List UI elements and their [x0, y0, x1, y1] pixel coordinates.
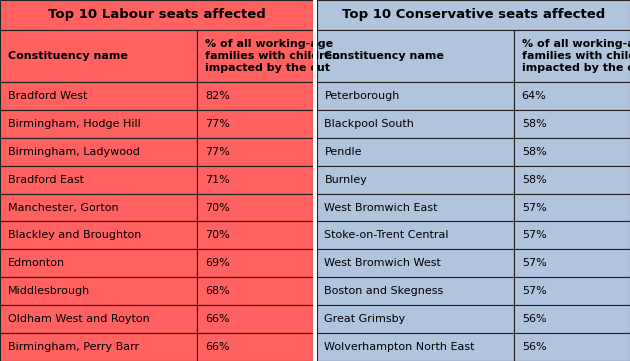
Bar	[514, 30, 630, 82]
Bar	[313, 0, 317, 361]
Text: Blackpool South: Blackpool South	[324, 119, 415, 129]
Text: Edmonton: Edmonton	[8, 258, 65, 268]
Text: Peterborough: Peterborough	[324, 91, 400, 101]
Text: Pendle: Pendle	[324, 147, 362, 157]
Bar	[514, 193, 630, 222]
Text: Top 10 Conservative seats affected: Top 10 Conservative seats affected	[342, 8, 605, 21]
Text: 66%: 66%	[205, 314, 229, 324]
Text: Great Grimsby: Great Grimsby	[324, 314, 406, 324]
Bar	[0, 0, 313, 30]
Bar	[514, 138, 630, 166]
Bar	[197, 277, 313, 305]
Text: Middlesbrough: Middlesbrough	[8, 286, 90, 296]
Text: Top 10 Labour seats affected: Top 10 Labour seats affected	[48, 8, 265, 21]
Bar	[0, 333, 197, 361]
Bar	[0, 138, 197, 166]
Text: 70%: 70%	[205, 230, 229, 240]
Bar	[0, 82, 197, 110]
Text: 82%: 82%	[205, 91, 230, 101]
Bar	[197, 110, 313, 138]
Bar	[317, 222, 514, 249]
Bar	[317, 193, 514, 222]
Text: Stoke-on-Trent Central: Stoke-on-Trent Central	[324, 230, 449, 240]
Bar	[0, 110, 197, 138]
Text: Manchester, Gorton: Manchester, Gorton	[8, 203, 118, 213]
Bar	[197, 193, 313, 222]
Bar	[0, 166, 197, 193]
Bar	[514, 166, 630, 193]
Bar	[317, 305, 514, 333]
Bar	[0, 277, 197, 305]
Bar	[197, 333, 313, 361]
Text: 70%: 70%	[205, 203, 229, 213]
Bar	[197, 249, 313, 277]
Text: 58%: 58%	[522, 147, 546, 157]
Text: 68%: 68%	[205, 286, 229, 296]
Bar	[197, 82, 313, 110]
Bar	[0, 305, 197, 333]
Text: Wolverhampton North East: Wolverhampton North East	[324, 342, 475, 352]
Bar	[197, 305, 313, 333]
Bar	[197, 166, 313, 193]
Text: Oldham West and Royton: Oldham West and Royton	[8, 314, 149, 324]
Bar	[0, 249, 197, 277]
Bar	[317, 166, 514, 193]
Text: 58%: 58%	[522, 119, 546, 129]
Text: Bradford West: Bradford West	[8, 91, 87, 101]
Text: 57%: 57%	[522, 286, 546, 296]
Bar	[0, 30, 197, 82]
Text: 71%: 71%	[205, 175, 229, 184]
Text: 77%: 77%	[205, 147, 230, 157]
Bar	[514, 333, 630, 361]
Text: 77%: 77%	[205, 119, 230, 129]
Bar	[317, 82, 514, 110]
Bar	[514, 305, 630, 333]
Text: West Bromwich East: West Bromwich East	[324, 203, 438, 213]
Bar	[514, 249, 630, 277]
Bar	[514, 277, 630, 305]
Bar	[514, 110, 630, 138]
Bar	[317, 249, 514, 277]
Text: Birmingham, Hodge Hill: Birmingham, Hodge Hill	[8, 119, 140, 129]
Text: % of all working-age
families with children
impacted by the cut: % of all working-age families with child…	[205, 39, 340, 73]
Bar	[197, 30, 313, 82]
Text: 57%: 57%	[522, 203, 546, 213]
Bar	[317, 138, 514, 166]
Bar	[0, 222, 197, 249]
Text: Bradford East: Bradford East	[8, 175, 84, 184]
Text: West Bromwich West: West Bromwich West	[324, 258, 442, 268]
Bar	[317, 277, 514, 305]
Bar	[197, 138, 313, 166]
Text: 56%: 56%	[522, 342, 546, 352]
Text: Burnley: Burnley	[324, 175, 367, 184]
Bar	[317, 0, 630, 30]
Text: Birmingham, Ladywood: Birmingham, Ladywood	[8, 147, 139, 157]
Text: Boston and Skegness: Boston and Skegness	[324, 286, 444, 296]
Bar	[0, 193, 197, 222]
Text: 66%: 66%	[205, 342, 229, 352]
Bar	[317, 110, 514, 138]
Text: Blackley and Broughton: Blackley and Broughton	[8, 230, 141, 240]
Text: 57%: 57%	[522, 230, 546, 240]
Bar	[317, 30, 514, 82]
Text: % of all working-age
families with children
impacted by the cut: % of all working-age families with child…	[522, 39, 630, 73]
Text: Birmingham, Perry Barr: Birmingham, Perry Barr	[8, 342, 139, 352]
Bar	[197, 222, 313, 249]
Text: 58%: 58%	[522, 175, 546, 184]
Text: 56%: 56%	[522, 314, 546, 324]
Text: 57%: 57%	[522, 258, 546, 268]
Text: 64%: 64%	[522, 91, 546, 101]
Bar	[317, 333, 514, 361]
Text: Constituency name: Constituency name	[324, 51, 444, 61]
Bar	[514, 82, 630, 110]
Text: Constituency name: Constituency name	[8, 51, 127, 61]
Text: 69%: 69%	[205, 258, 229, 268]
Bar	[514, 222, 630, 249]
